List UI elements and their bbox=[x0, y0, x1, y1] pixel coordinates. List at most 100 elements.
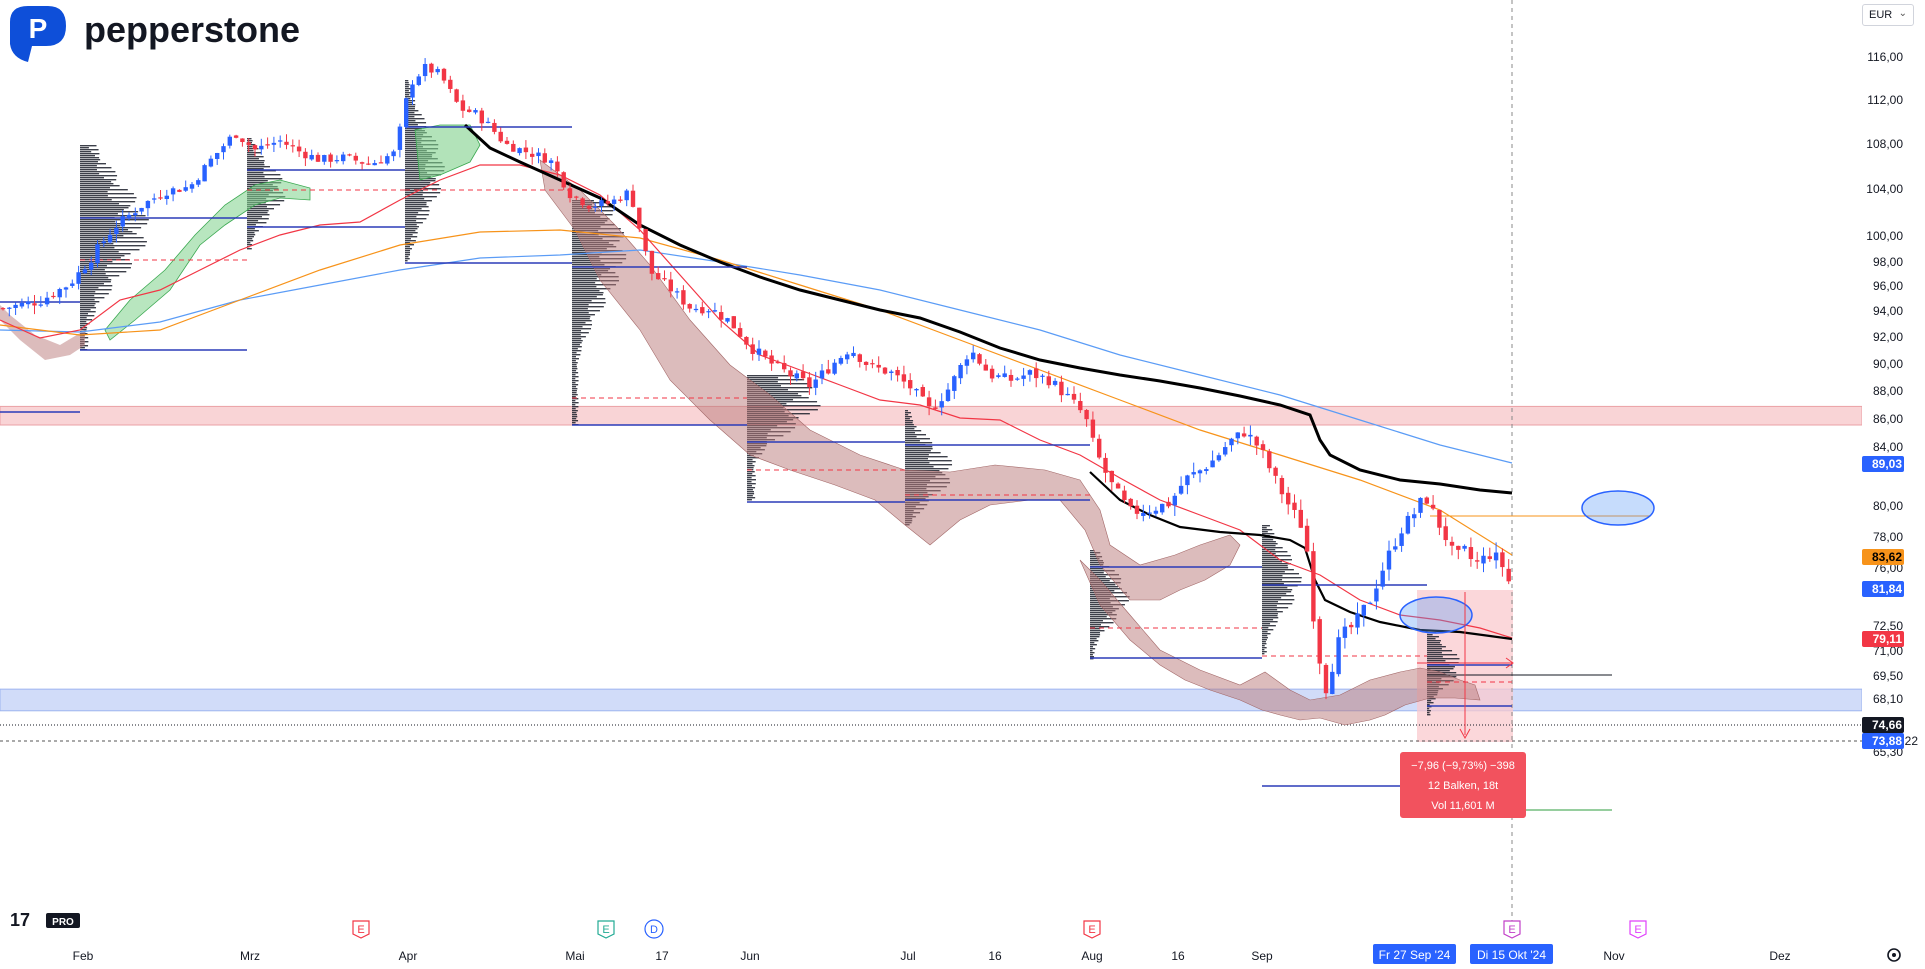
profile-bar bbox=[1262, 603, 1293, 605]
profile-bar bbox=[405, 112, 415, 114]
candle-body bbox=[668, 279, 673, 292]
candle-body bbox=[63, 287, 69, 290]
candle-body bbox=[1002, 373, 1007, 377]
candle-body bbox=[819, 370, 825, 379]
candle-body bbox=[334, 160, 340, 162]
time-tick: Aug bbox=[1081, 949, 1102, 963]
profile-bar bbox=[405, 258, 410, 260]
profile-bar bbox=[405, 104, 416, 106]
profile-bar bbox=[80, 265, 107, 267]
profile-bar bbox=[405, 102, 413, 104]
candle-body bbox=[706, 311, 711, 313]
candle-body bbox=[284, 141, 289, 145]
profile-bar bbox=[572, 348, 578, 350]
candle-body bbox=[593, 206, 598, 208]
candle-body bbox=[221, 146, 226, 153]
candle-body bbox=[901, 374, 907, 382]
candle-body bbox=[1374, 588, 1379, 602]
candle-body bbox=[51, 295, 56, 298]
profile-bar bbox=[1262, 563, 1291, 565]
candle-body bbox=[44, 297, 50, 305]
candle-body bbox=[1059, 381, 1064, 396]
candle-body bbox=[1317, 619, 1322, 664]
price-label: 81,84 bbox=[1872, 582, 1902, 596]
profile-bar bbox=[80, 249, 140, 251]
candle-body bbox=[1468, 547, 1474, 560]
profile-bar bbox=[905, 440, 920, 442]
candle-body bbox=[1216, 455, 1222, 461]
candle-body bbox=[599, 200, 604, 207]
price-tick: 92,00 bbox=[1873, 330, 1903, 344]
profile-bar bbox=[80, 275, 120, 277]
profile-bar bbox=[405, 260, 408, 262]
profile-bar bbox=[572, 270, 609, 272]
brand-logo-icon bbox=[10, 6, 66, 62]
time-tick: Sep bbox=[1251, 949, 1273, 963]
profile-bar bbox=[405, 142, 422, 144]
profile-bar bbox=[405, 190, 424, 192]
profile-bar bbox=[80, 201, 136, 203]
profile-bar bbox=[747, 387, 813, 389]
candle-body bbox=[1229, 438, 1234, 446]
price-tick: 116,00 bbox=[1867, 50, 1903, 64]
candle-body bbox=[782, 362, 787, 370]
candle-body bbox=[76, 272, 81, 284]
profile-bar bbox=[80, 169, 97, 171]
candle-body bbox=[737, 328, 743, 337]
candle-body bbox=[996, 375, 1001, 377]
profile-bar bbox=[80, 219, 149, 221]
candle-body bbox=[1430, 504, 1436, 509]
candle-body bbox=[19, 302, 25, 307]
profile-bar bbox=[747, 383, 811, 385]
profile-bar bbox=[80, 245, 146, 247]
profile-bar bbox=[572, 286, 597, 288]
profile-bar bbox=[405, 114, 422, 116]
candle-body bbox=[523, 147, 529, 153]
candle-body bbox=[1437, 509, 1442, 528]
profile-bar bbox=[572, 372, 579, 374]
event-marker-dividend bbox=[644, 919, 664, 939]
candle-body bbox=[259, 145, 264, 150]
ma-red-line bbox=[0, 164, 1513, 639]
currency-select[interactable]: EUR ⌄ bbox=[1862, 4, 1914, 26]
candle-body bbox=[952, 376, 957, 391]
profile-bar bbox=[572, 296, 597, 298]
profile-bar bbox=[1090, 648, 1096, 650]
profile-bar bbox=[405, 160, 429, 162]
candle-body bbox=[1071, 393, 1077, 400]
profile-bar bbox=[1262, 627, 1269, 629]
profile-bar bbox=[247, 232, 255, 234]
candle-body bbox=[504, 140, 510, 144]
profile-bar bbox=[747, 477, 752, 479]
profile-bar bbox=[1427, 702, 1434, 704]
profile-bar bbox=[1090, 652, 1095, 654]
profile-bar bbox=[80, 159, 101, 161]
profile-bar bbox=[405, 146, 423, 148]
candle-body bbox=[391, 151, 396, 157]
candle-body bbox=[1021, 375, 1026, 379]
profile-bar bbox=[572, 410, 578, 412]
profile-bar bbox=[405, 120, 416, 122]
profile-bar bbox=[247, 216, 262, 218]
candle-body bbox=[838, 357, 844, 364]
date-label: Fr 27 Sep '24 bbox=[1379, 948, 1451, 962]
candle-body bbox=[498, 131, 503, 142]
candle-body bbox=[1046, 376, 1051, 386]
candle-body bbox=[1109, 470, 1114, 483]
profile-bar bbox=[572, 388, 578, 390]
profile-bar bbox=[405, 82, 409, 84]
profile-bar bbox=[80, 297, 105, 299]
profile-bar bbox=[247, 148, 259, 150]
profile-bar bbox=[1262, 583, 1284, 585]
candle-body bbox=[1399, 533, 1404, 546]
profile-bar bbox=[80, 165, 97, 167]
price-axis[interactable]: 116,00 112,00 108,00 104,00 100,00 98,00 96,00… bbox=[1862, 0, 1925, 940]
candle-body bbox=[183, 187, 188, 191]
profile-bar bbox=[905, 436, 917, 438]
time-axis[interactable]: Feb Mrz Apr Mai 17 Jun Jul 16 Aug 16 Sep Nov Dez Fr 2… bbox=[0, 919, 1925, 969]
profile-bar bbox=[80, 295, 95, 297]
profile-bar bbox=[405, 204, 427, 206]
candle-body bbox=[7, 307, 12, 309]
candle-body bbox=[1349, 624, 1354, 628]
